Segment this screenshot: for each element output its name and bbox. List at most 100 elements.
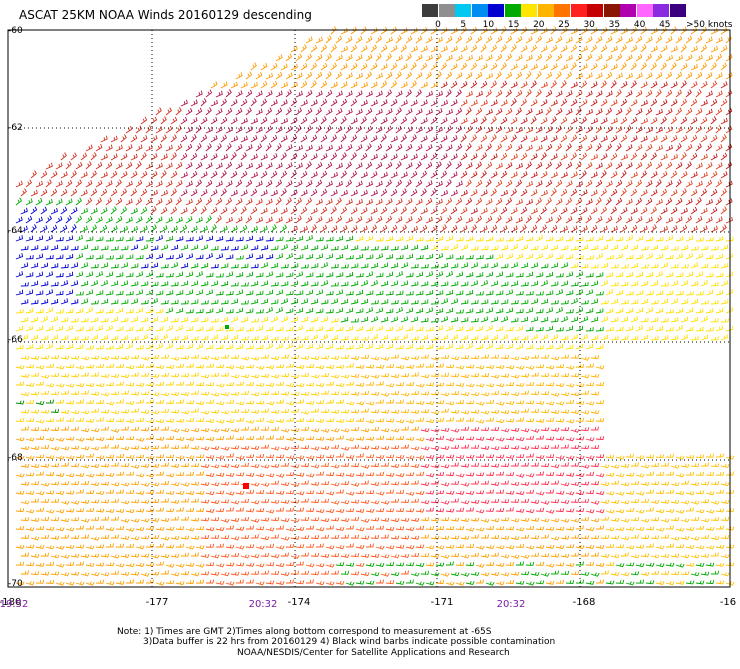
- wind-barb: [370, 189, 378, 197]
- wind-barb: [330, 171, 338, 179]
- wind-barb: [45, 561, 55, 566]
- wind-barb: [35, 290, 44, 296]
- wind-barb: [600, 117, 608, 125]
- wind-barb: [330, 517, 340, 522]
- wind-barb: [565, 108, 573, 116]
- wind-barb: [375, 72, 383, 80]
- wind-barb: [150, 392, 160, 397]
- wind-barb: [70, 426, 79, 431]
- wind-barb: [115, 307, 124, 314]
- wind-barb: [510, 536, 520, 541]
- wind-barb: [25, 235, 34, 242]
- wind-barb: [245, 562, 255, 567]
- wind-barb: [660, 570, 670, 575]
- wind-barb: [290, 225, 298, 233]
- wind-barb: [615, 289, 624, 296]
- wind-barb: [215, 543, 224, 548]
- wind-barb: [575, 473, 585, 478]
- wind-barb: [420, 81, 428, 89]
- wind-barb: [625, 254, 634, 260]
- wind-barb: [500, 62, 507, 71]
- wind-barb: [540, 63, 548, 71]
- wind-barb: [325, 180, 333, 188]
- wind-barb: [270, 463, 280, 468]
- wind-barb: [560, 188, 568, 197]
- wind-barb: [100, 409, 110, 414]
- wind-barb: [525, 489, 535, 494]
- wind-barb: [245, 235, 254, 242]
- wind-barb: [685, 291, 694, 296]
- wind-barb: [525, 581, 535, 586]
- wind-barb: [350, 117, 358, 125]
- wind-barb: [190, 317, 199, 323]
- wind-barb: [635, 235, 644, 242]
- wind-barb: [205, 289, 214, 296]
- wind-barb: [55, 236, 64, 242]
- wind-barb: [180, 463, 190, 468]
- wind-barb: [180, 444, 189, 449]
- wind-barb: [485, 561, 495, 566]
- wind-barb: [315, 272, 324, 278]
- wind-barb: [325, 364, 335, 370]
- wind-barb: [250, 409, 260, 414]
- wind-barb: [545, 271, 554, 278]
- wind-barb: [450, 553, 460, 558]
- wind-barb: [165, 563, 175, 568]
- wind-barb: [295, 235, 304, 242]
- wind-barb: [520, 262, 529, 269]
- wind-barb: [550, 570, 559, 575]
- wind-barb: [425, 216, 433, 224]
- wind-barb: [145, 162, 153, 170]
- wind-barb: [320, 280, 329, 287]
- wind-barb: [595, 418, 605, 422]
- wind-barb: [490, 262, 499, 269]
- wind-barb: [360, 374, 370, 379]
- wind-barb: [90, 464, 100, 469]
- wind-barb: [565, 197, 573, 206]
- wind-barb: [625, 216, 633, 224]
- wind-barb: [360, 428, 370, 433]
- wind-barb: [120, 571, 130, 576]
- wind-barb: [620, 116, 628, 125]
- wind-barb: [580, 334, 588, 341]
- legend-label-1: 5: [460, 20, 467, 30]
- wind-barb: [395, 580, 405, 585]
- wind-barb: [580, 300, 589, 305]
- wind-barb: [485, 35, 493, 44]
- wind-barb: [310, 80, 317, 89]
- wind-barb: [190, 336, 199, 341]
- wind-barb: [505, 71, 513, 80]
- wind-barb: [290, 152, 298, 161]
- wind-barb: [575, 144, 583, 152]
- wind-barb: [115, 436, 125, 441]
- wind-barb: [325, 272, 334, 278]
- wind-barb: [280, 482, 290, 487]
- wind-barb: [145, 455, 155, 460]
- wind-barb: [445, 235, 454, 242]
- wind-barb: [120, 188, 127, 197]
- wind-barb: [75, 253, 84, 260]
- wind-barb: [175, 363, 185, 368]
- wind-barb: [615, 197, 623, 206]
- wind-barb: [675, 509, 685, 514]
- wind-barb: [360, 45, 368, 53]
- wind-barb: [180, 244, 189, 251]
- wind-barb: [630, 498, 640, 503]
- wind-barb: [580, 263, 589, 269]
- wind-barb: [685, 580, 695, 585]
- wind-barb: [230, 189, 238, 197]
- wind-barb: [495, 401, 505, 406]
- wind-barb: [430, 188, 437, 197]
- note-line-1: Note: 1) Times are GMT 2)Times along bot…: [117, 626, 492, 637]
- wind-barb: [465, 72, 473, 80]
- wind-barb: [715, 325, 724, 332]
- wind-barb: [475, 107, 483, 116]
- wind-barb: [655, 580, 665, 586]
- wind-barb: [510, 171, 518, 179]
- wind-barb: [80, 534, 89, 539]
- wind-barb: [260, 116, 268, 125]
- wind-barb: [420, 281, 429, 287]
- wind-barb: [515, 71, 523, 80]
- wind-barb: [705, 254, 714, 260]
- wind-barb: [50, 207, 58, 215]
